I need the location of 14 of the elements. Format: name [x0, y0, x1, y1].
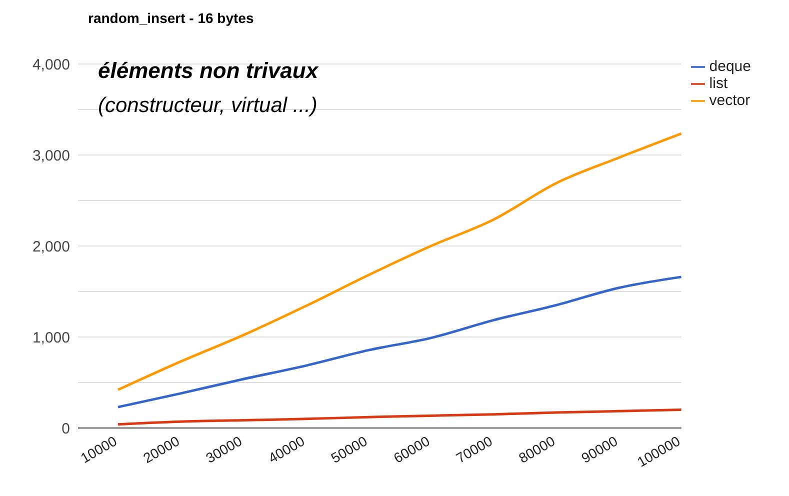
chart-title: random_insert - 16 bytes — [88, 10, 254, 26]
annotation: éléments non trivaux — [98, 58, 318, 84]
y-tick-label: 4,000 — [32, 56, 70, 74]
y-tick-label: 2,000 — [32, 238, 70, 256]
legend-label: vector — [709, 92, 750, 109]
y-tick-label: 0 — [62, 420, 70, 438]
line-series — [116, 408, 683, 426]
y-tick-label: 1,000 — [32, 329, 70, 346]
line-series — [116, 276, 683, 408]
legend-label: list — [709, 75, 728, 92]
annotation: (constructeur, virtual ...) — [98, 94, 318, 118]
line-series — [116, 132, 683, 392]
y-tick-label: 3,000 — [32, 147, 70, 164]
legend-label: deque — [709, 58, 751, 75]
